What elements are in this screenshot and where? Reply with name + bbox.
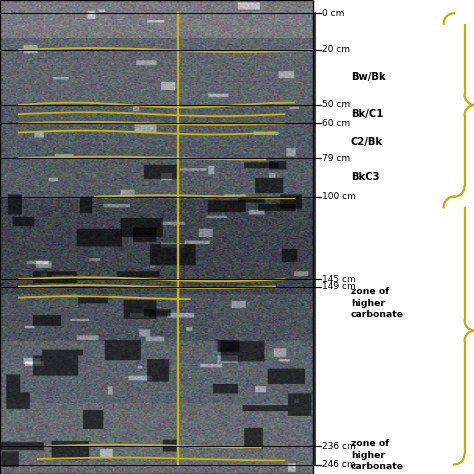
Text: 20 cm: 20 cm <box>322 46 350 55</box>
Text: zone of
higher
carbonate: zone of higher carbonate <box>351 287 404 319</box>
Text: 0 cm: 0 cm <box>322 9 345 18</box>
Text: BkC3: BkC3 <box>351 172 379 182</box>
Text: zone of
higher
carbonate: zone of higher carbonate <box>351 439 404 471</box>
Bar <box>0 0 313 474</box>
Text: 79 cm: 79 cm <box>322 154 350 163</box>
Text: 149 cm: 149 cm <box>322 282 356 291</box>
Text: 100 cm: 100 cm <box>322 192 356 201</box>
Text: 60 cm: 60 cm <box>322 119 350 128</box>
Text: 145 cm: 145 cm <box>322 275 356 284</box>
Text: 50 cm: 50 cm <box>322 100 350 109</box>
Text: 236 cm: 236 cm <box>322 442 356 451</box>
Text: Bw/Bk: Bw/Bk <box>351 73 385 82</box>
Text: 246 cm: 246 cm <box>322 460 356 469</box>
Text: C2/Bk: C2/Bk <box>351 137 383 146</box>
Text: Bk/C1: Bk/C1 <box>351 109 383 119</box>
